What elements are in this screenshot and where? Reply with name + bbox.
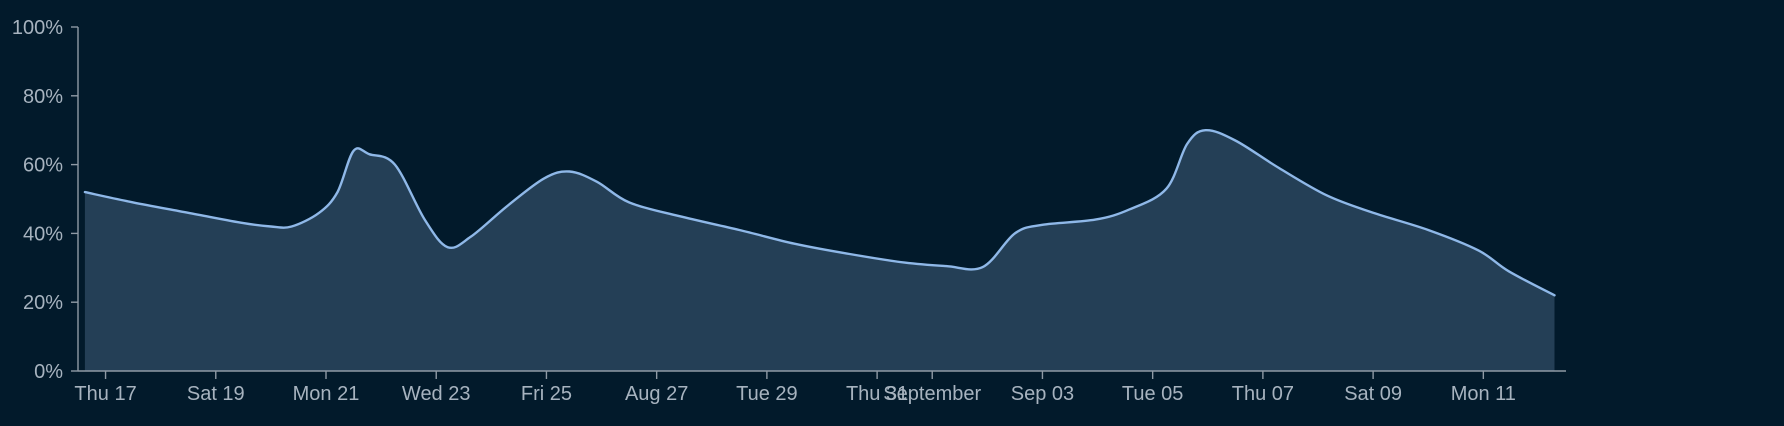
x-tick-label: Thu 17	[74, 383, 136, 405]
x-tick-label: Tue 29	[736, 383, 798, 405]
y-tick-label: 0%	[34, 361, 63, 383]
y-tick-label: 60%	[23, 155, 63, 177]
y-tick-label: 100%	[12, 17, 63, 39]
x-tick-label: Aug 27	[625, 383, 688, 405]
x-tick-label: Sat 19	[187, 383, 245, 405]
x-tick-label: Sep 03	[1011, 383, 1074, 405]
series-line	[83, 128, 1556, 297]
y-tick-label: 40%	[23, 223, 63, 245]
x-tick-label: September	[883, 383, 981, 405]
x-tick-label: Wed 23	[402, 383, 471, 405]
y-axis: 0% 20% 40% 60% 80% 100%	[12, 17, 79, 383]
x-tick-label: Thu 31	[846, 383, 908, 405]
x-tick-label: Mon 11	[1451, 383, 1516, 405]
x-tick-label: Thu 07	[1232, 383, 1294, 405]
y-tick-label: 80%	[23, 86, 63, 108]
area-fill	[84, 130, 1555, 371]
x-tick-label: Tue 05	[1122, 383, 1184, 405]
x-axis: Thu 17 Sat 19 Mon 21 Wed 23 Fri 25 Aug 27 Tue …	[74, 370, 1566, 405]
plot-area	[83, 128, 1556, 371]
y-tick-label: 20%	[23, 292, 63, 314]
x-tick-label: Mon 21	[293, 383, 360, 405]
x-tick-label: Fri 25	[521, 383, 572, 405]
x-tick-label: Sat 09	[1344, 383, 1402, 405]
